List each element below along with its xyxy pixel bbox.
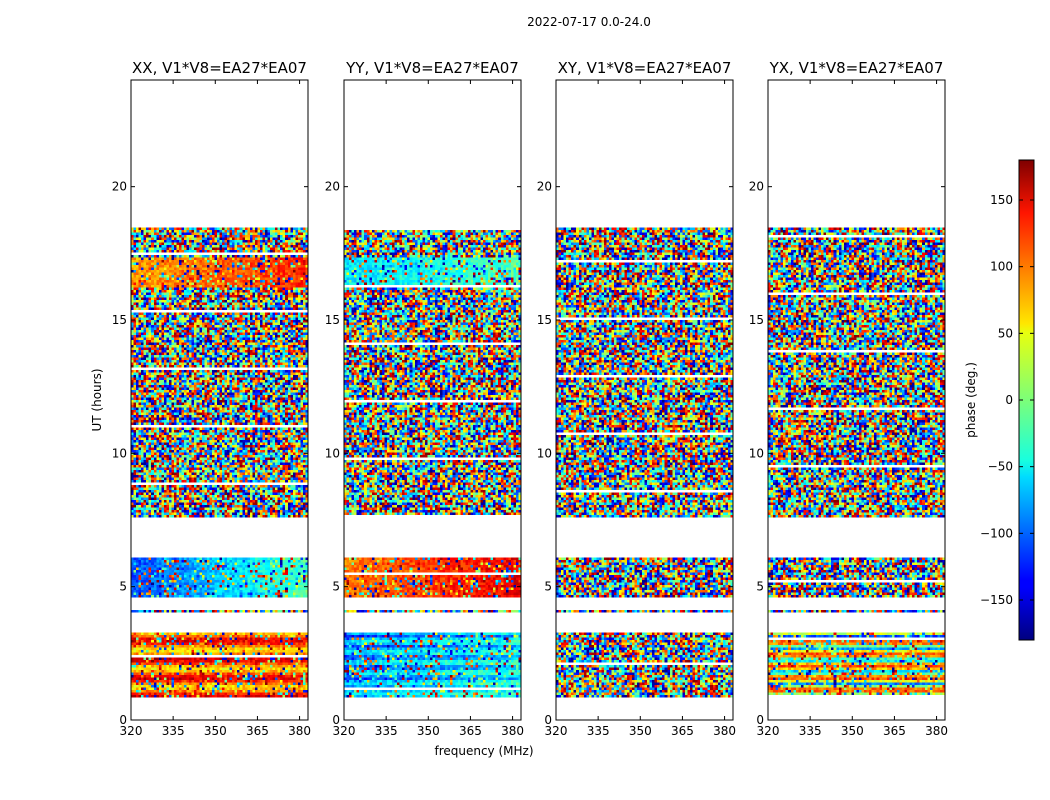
panel-title: XY, V1*V8=EA27*EA07: [558, 59, 732, 77]
panel-title: XX, V1*V8=EA27*EA07: [132, 59, 307, 77]
panels-group: XX, V1*V8=EA27*EA07 320 335 350 365 380 0 5 10 15…: [112, 59, 948, 738]
y-tick-label: 0: [756, 713, 764, 727]
colorbar-tick-label: −100: [980, 526, 1013, 540]
colorbar-tick-label: 50: [998, 326, 1013, 340]
x-tick-label: 350: [629, 724, 652, 738]
y-tick-label: 20: [537, 180, 552, 194]
x-tick-label: 350: [841, 724, 864, 738]
panel-title: YX, V1*V8=EA27*EA07: [769, 59, 944, 77]
panel-yx: YX, V1*V8=EA27*EA07 320 335 350 365 380 0 5 10 15…: [749, 59, 948, 738]
panel-title: YY, V1*V8=EA27*EA07: [345, 59, 519, 77]
y-tick-label: 5: [544, 580, 552, 594]
y-tick-label: 15: [749, 313, 764, 327]
y-tick-label: 0: [119, 713, 127, 727]
heatmap-yx: [768, 80, 945, 720]
x-tick-label: 335: [162, 724, 185, 738]
panel-yy: YY, V1*V8=EA27*EA07 320 335 350 365 380 0 5 10 15…: [325, 59, 524, 738]
heatmap-yy: [344, 80, 521, 720]
x-tick-label: 365: [883, 724, 906, 738]
y-tick-label: 5: [119, 580, 127, 594]
panel-xx: XX, V1*V8=EA27*EA07 320 335 350 365 380 0 5 10 15…: [112, 59, 311, 738]
panel-frame: [343, 79, 522, 721]
x-tick-label: 380: [288, 724, 311, 738]
x-tick-label: 350: [417, 724, 440, 738]
x-tick-label: 365: [671, 724, 694, 738]
x-tick-label: 335: [799, 724, 822, 738]
y-tick-label: 10: [749, 446, 764, 460]
x-tick-label: 365: [459, 724, 482, 738]
x-tick-label: 380: [713, 724, 736, 738]
x-axis-label: frequency (MHz): [434, 744, 533, 758]
x-tick-label: 320: [757, 724, 780, 738]
y-tick-label: 0: [544, 713, 552, 727]
y-tick-label: 10: [112, 446, 127, 460]
y-tick-label: 0: [332, 713, 340, 727]
figure-suptitle: 2022-07-17 0.0-24.0: [527, 15, 651, 29]
x-tick-label: 320: [545, 724, 568, 738]
panel-noise: XY, V1*V8=EA27*EA07 320 335 350 365 380 0 5 10 15…: [537, 59, 736, 738]
colorbar: −150 −100 −50 0 50 100 150 phase (deg.): [964, 159, 1035, 641]
x-tick-label: 350: [204, 724, 227, 738]
colorbar-tick-label: −50: [988, 460, 1013, 474]
x-tick-label: 320: [333, 724, 356, 738]
y-tick-label: 15: [325, 313, 340, 327]
y-tick-label: 10: [325, 446, 340, 460]
panel-frame: [130, 79, 309, 721]
y-tick-label: 10: [537, 446, 552, 460]
panel-frame: [767, 79, 946, 721]
x-tick-label: 380: [501, 724, 524, 738]
colorbar-tick-label: 100: [990, 260, 1013, 274]
y-tick-label: 5: [756, 580, 764, 594]
colorbar-ticks: −150 −100 −50 0 50 100 150: [980, 193, 1034, 607]
x-tick-label: 380: [925, 724, 948, 738]
colorbar-label: phase (deg.): [964, 362, 978, 438]
y-axis-label: UT (hours): [90, 368, 104, 431]
x-tick-label: 365: [246, 724, 269, 738]
x-tick-label: 335: [375, 724, 398, 738]
y-tick-label: 20: [325, 180, 340, 194]
panel-frame: [555, 79, 734, 721]
heatmap-xx: [131, 80, 308, 720]
x-tick-label: 320: [120, 724, 143, 738]
heatmap-noise: [556, 80, 733, 720]
colorbar-tick-label: 0: [1005, 393, 1013, 407]
y-tick-label: 15: [112, 313, 127, 327]
y-tick-label: 20: [112, 180, 127, 194]
colorbar-tick-label: −150: [980, 593, 1013, 607]
y-tick-label: 20: [749, 180, 764, 194]
x-tick-label: 335: [587, 724, 610, 738]
y-tick-label: 15: [537, 313, 552, 327]
y-tick-label: 5: [332, 580, 340, 594]
colorbar-tick-label: 150: [990, 193, 1013, 207]
